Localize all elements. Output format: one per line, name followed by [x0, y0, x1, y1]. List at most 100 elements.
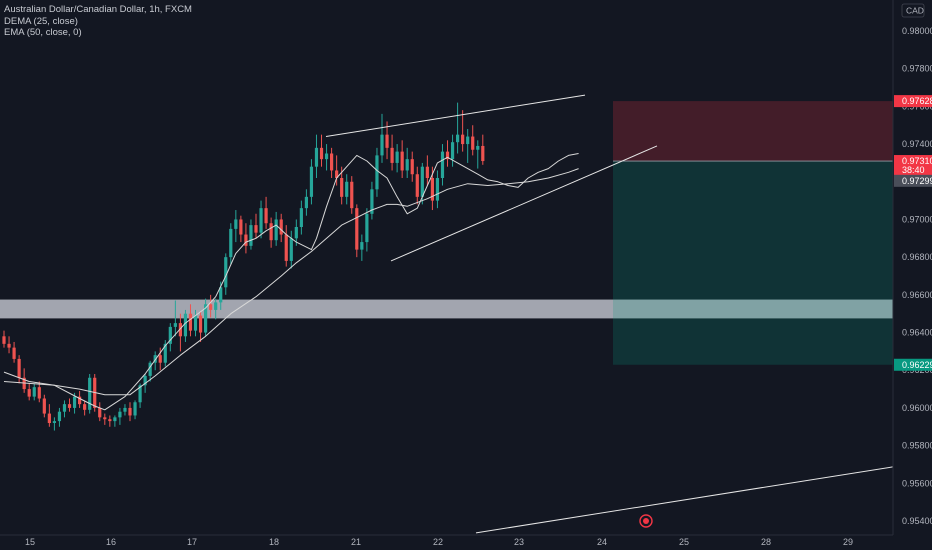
time-tick-label: 24: [597, 537, 607, 547]
candle-body: [450, 142, 455, 160]
candle: [466, 129, 470, 163]
price-tag-background: [894, 358, 932, 371]
candle: [133, 400, 137, 420]
candle-body: [259, 208, 263, 233]
candle-body: [83, 404, 87, 410]
candle: [214, 298, 218, 320]
candle: [98, 402, 102, 422]
candle-body: [390, 147, 394, 163]
candle: [249, 219, 253, 250]
candle: [269, 217, 273, 248]
candle-body: [445, 151, 450, 160]
candle: [173, 300, 177, 337]
candle-body: [284, 234, 288, 261]
candle: [108, 415, 112, 427]
candle: [153, 351, 157, 371]
candle: [204, 298, 208, 337]
candle: [83, 400, 87, 416]
price-tick-label: 0.97400: [902, 139, 932, 149]
candle-body: [57, 411, 62, 422]
candle-body: [148, 362, 152, 376]
candle-body: [350, 181, 354, 209]
candle: [32, 383, 36, 401]
candle: [183, 309, 188, 342]
candle-body: [123, 407, 127, 412]
time-tick-label: 23: [514, 537, 524, 547]
candle-body: [365, 213, 369, 243]
candle-body: [98, 407, 102, 418]
candle: [274, 211, 278, 246]
candle-body: [461, 134, 465, 145]
candle-body: [42, 398, 46, 414]
candle: [425, 155, 429, 186]
candle: [365, 208, 369, 252]
candle: [385, 121, 389, 160]
candle-body: [264, 208, 268, 224]
candle: [52, 417, 56, 431]
currency-badge-frame: [901, 3, 925, 18]
candle: [62, 400, 67, 418]
candle: [264, 196, 268, 229]
candle: [259, 200, 263, 239]
candle-body: [163, 343, 167, 363]
candle: [188, 304, 193, 337]
candle-body: [395, 151, 399, 163]
candle: [239, 215, 243, 243]
candle: [224, 253, 228, 295]
candle-body: [319, 147, 324, 160]
time-tick-label: 15: [25, 537, 35, 547]
candle: [37, 381, 41, 403]
candle: [319, 134, 324, 167]
candle: [415, 166, 419, 205]
candle: [118, 407, 122, 425]
drawings-layer: [325, 94, 896, 534]
candle: [350, 176, 354, 214]
candle-body: [425, 166, 429, 178]
candle-body: [219, 287, 223, 303]
candle-body: [385, 134, 389, 148]
candle-body: [249, 225, 253, 246]
candle: [476, 140, 480, 169]
candle: [178, 313, 182, 352]
candle-body: [52, 421, 56, 423]
candle: [450, 134, 455, 167]
candle: [445, 140, 450, 167]
candle-body: [198, 315, 203, 333]
price-tick-label: 0.96000: [902, 403, 932, 413]
time-axis[interactable]: 15 16 17 18 21 22 23 24 25 28 29: [0, 534, 893, 550]
event-marker-dot: [643, 518, 649, 524]
time-tick-label: 16: [106, 537, 116, 547]
candle: [279, 213, 283, 243]
candle: [284, 225, 288, 267]
price-tag: 0.96229: [894, 358, 932, 371]
candle-body: [360, 242, 364, 250]
candle-body: [410, 159, 414, 175]
price-tick-label: 0.97800: [902, 64, 932, 74]
price-tag-background: [894, 95, 932, 108]
time-tick-label: 22: [433, 537, 443, 547]
candle: [390, 134, 394, 171]
candle-body: [269, 223, 273, 241]
price-tick-label: 0.98000: [902, 26, 932, 36]
candle-body: [345, 181, 349, 197]
time-axis-background: [0, 535, 893, 550]
price-axis[interactable]: 0.980000.978000.976000.974000.972000.970…: [892, 0, 932, 550]
candle-body: [440, 151, 445, 178]
price-tag-background: [894, 174, 932, 187]
candle: [330, 147, 334, 178]
zones-layer: [0, 101, 893, 365]
candle: [123, 404, 127, 416]
time-tick-label: 17: [187, 537, 197, 547]
candle-body: [214, 302, 218, 310]
candle-body: [405, 159, 409, 171]
candle-body: [324, 153, 329, 160]
candle: [78, 390, 82, 408]
candle-body: [274, 219, 278, 241]
candle: [299, 200, 303, 235]
price-tag-label: 0.97299: [902, 176, 932, 186]
price-tick-label: 0.96600: [902, 290, 932, 300]
